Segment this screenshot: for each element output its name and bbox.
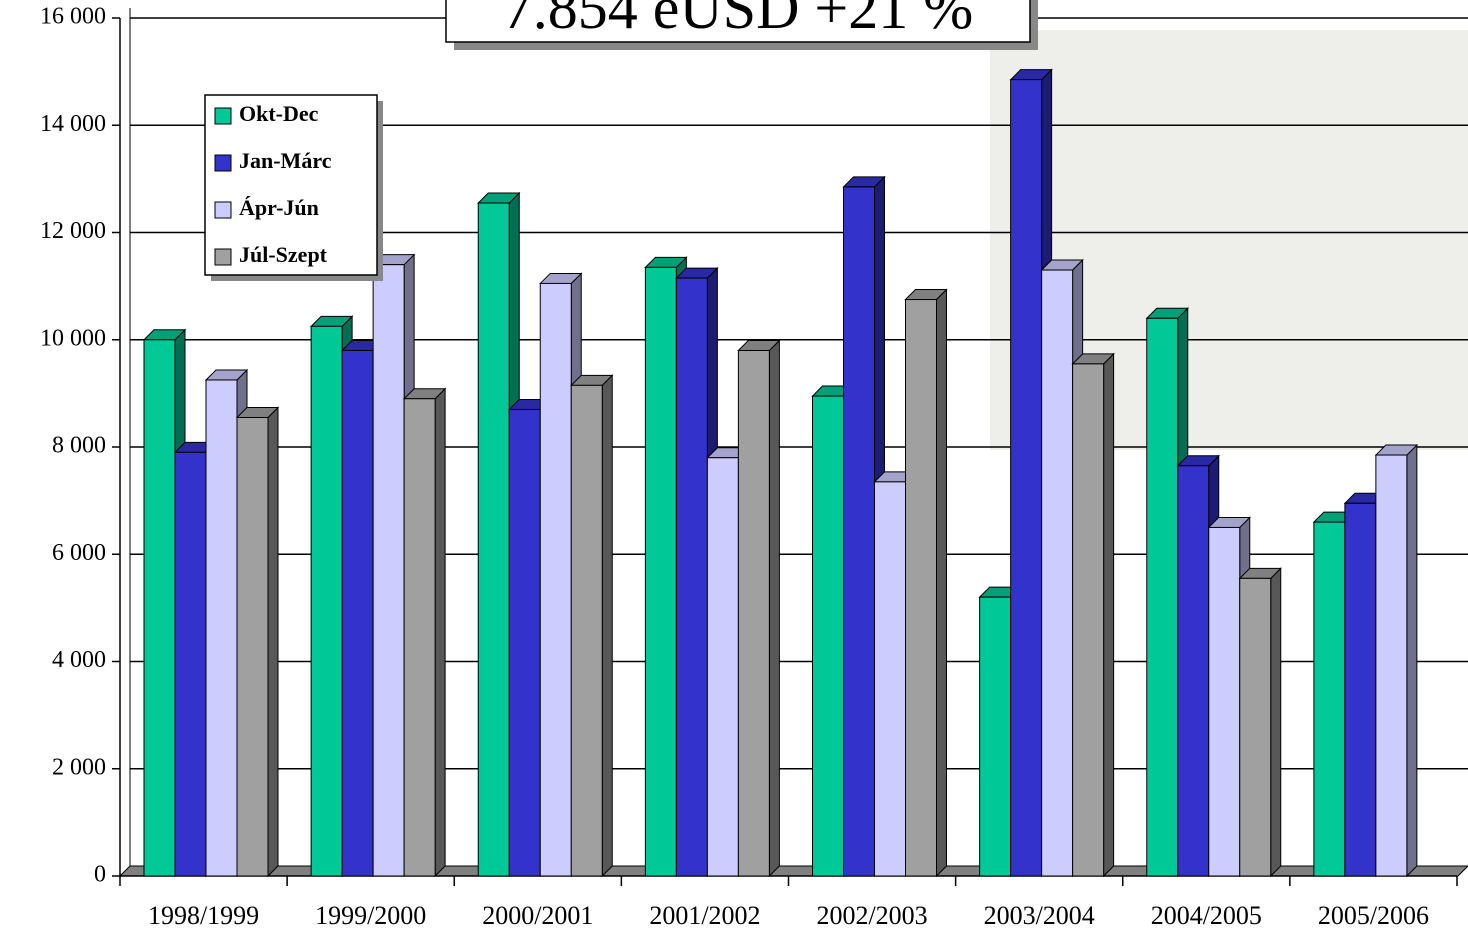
title-box (445, 0, 1031, 43)
bar (979, 596, 1012, 877)
bar (341, 349, 374, 877)
y-tick-label: 0 (94, 862, 106, 888)
bar (905, 299, 937, 877)
legend-label: Júl-Szept (239, 242, 328, 267)
bar (1313, 521, 1346, 877)
x-tick-label: 1999/2000 (315, 901, 426, 930)
bar (236, 417, 269, 877)
bar-side (267, 406, 279, 878)
legend-swatch (214, 154, 232, 172)
bar (539, 282, 572, 877)
bar-side (601, 374, 613, 878)
legend-label: Okt-Dec (239, 101, 319, 126)
bar (675, 277, 708, 877)
bar (1072, 363, 1105, 877)
bar (1041, 269, 1074, 877)
y-tick-label: 6 000 (52, 540, 106, 566)
legend-swatch (214, 107, 232, 125)
bar (174, 451, 207, 877)
legend-swatch (214, 248, 232, 266)
bar (1239, 577, 1272, 877)
x-tick-label: 2005/2006 (1318, 901, 1429, 930)
bar (843, 186, 875, 877)
y-tick-label: 12 000 (40, 218, 106, 244)
y-tick-label: 8 000 (52, 433, 106, 459)
bar-side (1103, 352, 1115, 878)
y-tick-label: 2 000 (52, 754, 106, 780)
bar (1010, 79, 1043, 877)
bar (310, 325, 343, 877)
chart-title: 7.854 eUSD +21 % (503, 0, 973, 41)
bar (874, 481, 906, 877)
legend-swatch (214, 201, 232, 219)
bar-side (1406, 443, 1418, 878)
x-tick-label: 2000/2001 (482, 901, 593, 930)
bar-side (1270, 567, 1282, 878)
bar (1208, 526, 1241, 877)
bar-side (936, 288, 947, 878)
bar (372, 264, 405, 877)
y-tick-label: 10 000 (40, 325, 106, 351)
bar (1375, 454, 1408, 877)
bar-side (768, 339, 780, 878)
bar (737, 349, 770, 877)
bar (1344, 502, 1377, 877)
bar (508, 408, 541, 877)
y-tick-label: 16 000 (40, 4, 106, 30)
bar (403, 398, 436, 877)
bar (477, 202, 510, 877)
bar (644, 266, 677, 877)
legend-label: Jan-Márc (239, 148, 332, 173)
y-tick-label: 14 000 (40, 111, 106, 137)
legend-label: Ápr-Jún (239, 195, 319, 220)
bar (143, 339, 176, 877)
bar (1146, 317, 1179, 877)
bar (205, 379, 238, 877)
bar (812, 395, 844, 877)
x-tick-label: 2004/2005 (1151, 901, 1262, 930)
x-tick-label: 2003/2004 (984, 901, 1095, 930)
bar-side (434, 387, 446, 878)
x-tick-label: 1998/1999 (148, 901, 259, 930)
bar (570, 384, 603, 877)
bar (706, 457, 739, 877)
x-tick-label: 2001/2002 (649, 901, 760, 930)
y-tick-label: 4 000 (52, 647, 106, 673)
legend-box (204, 94, 378, 276)
bar (1177, 465, 1210, 877)
x-tick-label: 2002/2003 (816, 901, 927, 930)
